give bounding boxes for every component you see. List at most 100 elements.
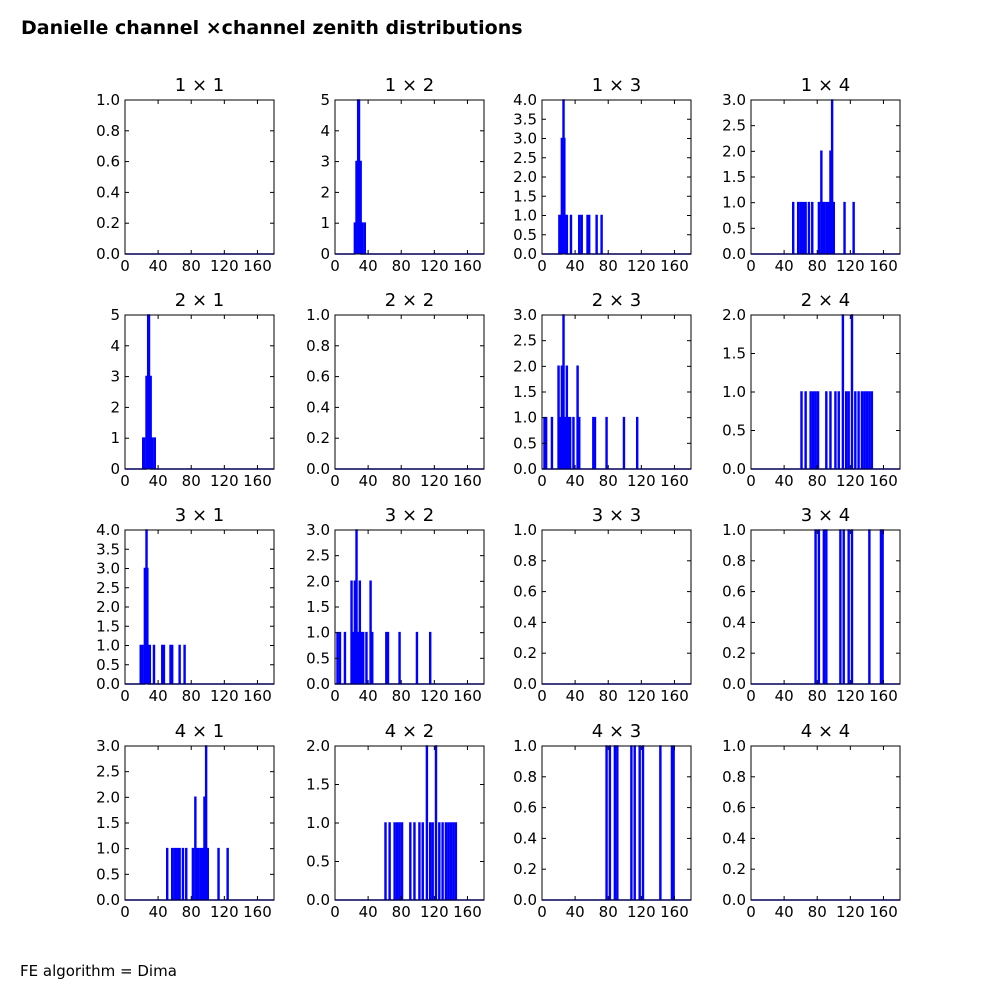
y-tick-label: 0.2 (306, 429, 330, 447)
y-tick-label: 1.5 (513, 383, 537, 401)
y-tick-label: 3.0 (306, 521, 330, 539)
panel-title: 4 × 4 (801, 721, 850, 742)
y-tick-label: 3.0 (96, 560, 120, 578)
y-tick-label: 0.6 (722, 799, 746, 817)
panel-title: 1 × 2 (385, 75, 434, 96)
y-tick-label: 2.0 (513, 357, 537, 375)
y-tick-label: 0.0 (722, 675, 746, 693)
y-tick-label: 0.6 (513, 583, 537, 601)
x-tick-label: 0 (120, 257, 130, 275)
x-tick-label: 160 (243, 257, 272, 275)
panel-title: 3 × 1 (175, 505, 224, 526)
x-tick-label: 40 (566, 472, 585, 490)
y-tick-label: 0.5 (96, 865, 120, 883)
y-tick-label: 0.5 (513, 434, 537, 452)
panel-title: 3 × 4 (801, 505, 850, 526)
y-tick-label: 1.5 (306, 776, 330, 794)
x-tick-label: 120 (627, 257, 656, 275)
y-tick-label: 4 (110, 337, 120, 355)
figure-title: Danielle channel ×channel zenith distrib… (21, 17, 523, 39)
x-tick-label: 40 (775, 472, 794, 490)
y-tick-label: 0.8 (306, 337, 330, 355)
y-tick-label: 0.5 (306, 649, 330, 667)
y-tick-label: 4 (320, 122, 330, 140)
panel-2-3: 0 40 80 120 160 0.0 0.5 1.0 1.5 2.0 2.5 3.0 2 × 3 (513, 290, 692, 490)
y-tick-label: 1.5 (96, 814, 120, 832)
x-tick-label: 80 (182, 903, 201, 921)
panel-2-2: 0 40 80 120 160 0.0 0.2 0.4 0.6 0.8 1.0 2 × 2 (306, 290, 485, 490)
x-tick-label: 0 (746, 687, 756, 705)
y-tick-label: 1.0 (513, 207, 537, 225)
panel-1-1: 0 40 80 120 160 0.0 0.2 0.4 0.6 0.8 1.0 1 × 1 (96, 75, 275, 275)
panel-title: 1 × 3 (592, 75, 641, 96)
x-tick-label: 80 (392, 472, 411, 490)
panel-title: 2 × 4 (801, 290, 850, 311)
x-tick-label: 160 (453, 472, 482, 490)
x-tick-label: 120 (420, 257, 449, 275)
y-tick-label: 0.8 (513, 552, 537, 570)
y-tick-label: 2 (320, 183, 330, 201)
y-tick-label: 1.0 (513, 409, 537, 427)
y-tick-label: 1.0 (722, 383, 746, 401)
panel-3-2: 0 40 80 120 160 0.0 0.5 1.0 1.5 2.0 2.5 3.0 3 × 2 (306, 505, 485, 705)
y-tick-label: 4.0 (513, 91, 537, 109)
x-tick-label: 0 (537, 472, 547, 490)
y-tick-label: 0.4 (513, 829, 537, 847)
panel-3-4: 0 40 80 120 160 0.0 0.2 0.4 0.6 0.8 1.0 3 × 4 (722, 505, 901, 705)
x-tick-label: 40 (149, 687, 168, 705)
x-tick-label: 40 (359, 903, 378, 921)
x-tick-label: 0 (330, 472, 340, 490)
x-tick-label: 120 (210, 903, 239, 921)
x-tick-label: 80 (599, 257, 618, 275)
x-tick-label: 160 (660, 903, 689, 921)
panel-2-1: 0 40 80 120 160 0 1 2 3 4 5 2 × 1 (110, 290, 275, 490)
x-tick-label: 120 (836, 687, 865, 705)
x-tick-label: 40 (149, 472, 168, 490)
y-tick-label: 3.5 (513, 110, 537, 128)
y-tick-label: 2.0 (722, 142, 746, 160)
y-tick-label: 2 (110, 398, 120, 416)
y-tick-label: 2.5 (96, 579, 120, 597)
x-tick-label: 160 (660, 687, 689, 705)
axes-frame (750, 529, 901, 685)
y-tick-label: 0.0 (513, 245, 537, 263)
panel-2-4: 0 40 80 120 160 0.0 0.5 1.0 1.5 2.0 2 × 4 (722, 290, 901, 490)
y-tick-label: 0.0 (722, 891, 746, 909)
x-tick-label: 80 (182, 687, 201, 705)
x-tick-label: 160 (453, 687, 482, 705)
y-tick-label: 0.5 (306, 853, 330, 871)
y-tick-label: 0.6 (96, 153, 120, 171)
y-tick-label: 0.0 (513, 460, 537, 478)
x-tick-label: 120 (627, 903, 656, 921)
panel-title: 4 × 2 (385, 721, 434, 742)
y-tick-label: 1.5 (722, 345, 746, 363)
y-tick-label: 3.0 (722, 91, 746, 109)
y-tick-label: 0.0 (513, 675, 537, 693)
axes-frame (750, 745, 901, 901)
histogram-line (125, 745, 274, 901)
x-tick-label: 80 (182, 472, 201, 490)
y-tick-label: 2.5 (513, 149, 537, 167)
y-tick-label: 2.0 (306, 572, 330, 590)
x-tick-label: 0 (746, 257, 756, 275)
y-tick-label: 0.0 (306, 460, 330, 478)
y-tick-label: 0.0 (96, 675, 120, 693)
panel-title: 1 × 1 (175, 75, 224, 96)
y-tick-label: 0.5 (722, 422, 746, 440)
y-tick-label: 2.0 (722, 306, 746, 324)
x-tick-label: 120 (420, 903, 449, 921)
y-tick-label: 1.0 (96, 840, 120, 858)
x-tick-label: 0 (537, 903, 547, 921)
y-tick-label: 0.4 (96, 183, 120, 201)
y-tick-label: 3.0 (513, 130, 537, 148)
y-tick-label: 0.2 (96, 214, 120, 232)
y-tick-label: 1.0 (306, 814, 330, 832)
y-tick-label: 1.0 (513, 521, 537, 539)
x-tick-label: 0 (746, 472, 756, 490)
x-tick-label: 0 (537, 687, 547, 705)
histogram-line (751, 529, 900, 685)
x-tick-label: 80 (808, 687, 827, 705)
y-tick-label: 0.5 (96, 656, 120, 674)
x-tick-label: 120 (210, 687, 239, 705)
